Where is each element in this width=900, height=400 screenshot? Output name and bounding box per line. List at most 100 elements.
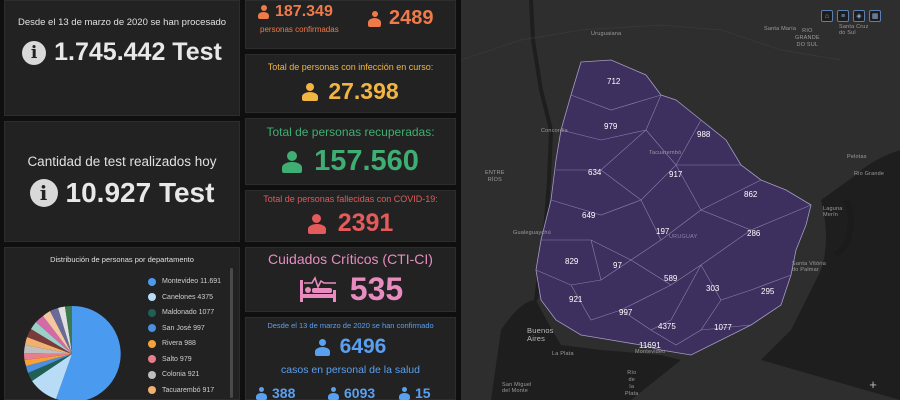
- dept-label-rocha[interactable]: 295: [761, 287, 775, 296]
- legend-dot: [148, 370, 156, 379]
- slice-other-4[interactable]: [43, 311, 72, 354]
- zoom-in-button[interactable]: +: [869, 376, 877, 392]
- legend-label: Tacuarembó: [162, 386, 201, 394]
- deceased-card: Total de personas fallecidas con COVID-1…: [245, 190, 456, 242]
- home-icon[interactable]: ⌂: [821, 10, 833, 22]
- legend-dot: [148, 339, 156, 348]
- map-panel[interactable]: 712 979 988 634 917 862 649 197 286 829 …: [461, 0, 900, 400]
- total-tests-value: 1.745.442 Test: [54, 38, 222, 66]
- dept-label-soriano[interactable]: 829: [565, 257, 579, 266]
- legend-item-san-jose[interactable]: San José 997: [148, 321, 233, 337]
- legend-item-rivera[interactable]: Rivera 988: [148, 336, 233, 352]
- health-staff-sub-2: 6093: [344, 385, 376, 400]
- legend-label: Canelones: [162, 293, 196, 301]
- legend-dot: [148, 277, 156, 286]
- dept-label-rio-negro[interactable]: 649: [582, 211, 596, 220]
- slice-canelones[interactable]: [32, 354, 72, 399]
- basemap-icon[interactable]: ▦: [869, 10, 881, 22]
- slice-montevideo[interactable]: [56, 305, 121, 400]
- slice-salto[interactable]: [23, 353, 72, 360]
- donut-legend: Montevideo 11.691 Canelones 4375 Maldona…: [148, 274, 233, 398]
- place-label-concordia: Concordia: [541, 128, 568, 134]
- donut-chart[interactable]: [7, 292, 137, 400]
- slice-other-5[interactable]: [50, 308, 72, 354]
- dept-label-rivera[interactable]: 988: [697, 130, 711, 139]
- place-label-entre-rios: ENTRE RÍOS: [485, 170, 505, 183]
- legend-label: San José: [162, 324, 192, 332]
- person-icon: [258, 5, 269, 19]
- person-icon: [256, 386, 267, 400]
- health-staff-title: Desde el 13 de marzo de 2020 se han conf…: [267, 321, 434, 330]
- legend-item-tacuarembo[interactable]: Tacuarembó 917: [148, 383, 233, 399]
- slice-other-6[interactable]: [58, 306, 72, 355]
- slice-other-2[interactable]: [31, 322, 72, 354]
- place-label-gualeguaychu: Gualeguaychú: [513, 230, 551, 236]
- slice-san-jose[interactable]: [26, 354, 72, 373]
- slice-other-7[interactable]: [65, 305, 72, 354]
- total-tests-title: Desde el 13 de marzo de 2020 se han proc…: [17, 17, 227, 28]
- dept-label-salto[interactable]: 979: [604, 122, 618, 131]
- donut-title: Distribución de personas por departament…: [50, 255, 194, 264]
- dept-label-artigas[interactable]: 712: [607, 77, 621, 86]
- tests-today-value: 10.927 Test: [65, 177, 215, 208]
- person-icon: [399, 386, 410, 400]
- person-icon: [328, 386, 339, 400]
- slice-other-1[interactable]: [27, 329, 72, 354]
- map-canvas[interactable]: 712 979 988 634 917 862 649 197 286 829 …: [461, 0, 900, 400]
- legend-value: 1077: [198, 309, 215, 317]
- legend-item-montevideo[interactable]: Montevideo 11.691: [148, 274, 233, 290]
- dept-label-cerro-largo[interactable]: 862: [744, 190, 758, 199]
- active-title: Total de personas con infección en curso…: [267, 62, 434, 72]
- health-staff-caption: casos en personal de la salud: [281, 364, 420, 376]
- slice-rivera[interactable]: [24, 354, 73, 366]
- active-value: 27.398: [328, 78, 399, 104]
- dept-label-colonia[interactable]: 921: [569, 295, 583, 304]
- place-label-laguna-merin: Laguna Merín: [823, 206, 843, 218]
- active-card: Total de personas con infección en curso…: [245, 54, 456, 113]
- place-label-san-miguel: San Miguel del Monte: [502, 382, 532, 394]
- tests-today-card: Cantidad de test realizados hoy i 10.927…: [4, 121, 240, 242]
- person-icon: [307, 213, 326, 234]
- legend-value: 988: [184, 340, 196, 348]
- place-label-pelotas: Pelotas: [847, 154, 867, 160]
- health-staff-sub-1: 388: [272, 385, 296, 400]
- legend-item-colonia[interactable]: Colonia 921: [148, 367, 233, 383]
- legend-label: Colonia: [162, 371, 186, 379]
- legend-value: 921: [187, 371, 200, 379]
- dept-label-durazno[interactable]: 197: [656, 227, 670, 236]
- legend-value: 979: [179, 355, 192, 363]
- legend-item-maldonado[interactable]: Maldonado 1077: [148, 305, 233, 321]
- dept-label-treinta-y-tres[interactable]: 286: [747, 229, 761, 238]
- slice-colonia[interactable]: [24, 345, 72, 354]
- dept-label-tacuarembo[interactable]: 917: [669, 170, 683, 179]
- legend-value: 917: [202, 386, 215, 394]
- total-tests-card: Desde el 13 de marzo de 2020 se han proc…: [4, 0, 240, 116]
- legend-scrollbar[interactable]: [230, 268, 233, 398]
- slice-maldonado[interactable]: [28, 354, 72, 381]
- legend-dot: [148, 324, 156, 333]
- dept-label-canelones[interactable]: 4375: [658, 322, 676, 331]
- slice-tacuarembo[interactable]: [25, 337, 72, 354]
- legend-label: Salto: [162, 355, 178, 363]
- legend-label: Maldonado: [162, 309, 197, 317]
- recovered-card: Total de personas recuperadas: 157.560: [245, 118, 456, 185]
- place-label-tacuarembo: Tacuarembó: [649, 150, 682, 156]
- dept-label-san-jose[interactable]: 997: [619, 308, 633, 317]
- layers-icon[interactable]: ◈: [853, 10, 865, 22]
- info-icon: i: [29, 179, 58, 207]
- slice-other-3[interactable]: [36, 316, 72, 354]
- place-label-buenos-aires: Buenos Aires: [527, 326, 554, 343]
- legend-label: Montevideo: [162, 278, 199, 286]
- dept-label-paysandu[interactable]: 634: [588, 168, 602, 177]
- dept-label-montevideo[interactable]: 11691: [639, 341, 661, 350]
- legend-item-salto[interactable]: Salto 979: [148, 352, 233, 368]
- dept-label-maldonado[interactable]: 1077: [714, 323, 732, 332]
- dept-label-flores[interactable]: 97: [613, 261, 622, 270]
- dept-label-lavalleja[interactable]: 303: [706, 284, 720, 293]
- critical-value: 535: [349, 271, 404, 307]
- list-icon[interactable]: ≡: [837, 10, 849, 22]
- dept-label-florida[interactable]: 589: [664, 274, 678, 283]
- person-icon: [302, 82, 319, 101]
- legend-item-canelones[interactable]: Canelones 4375: [148, 290, 233, 306]
